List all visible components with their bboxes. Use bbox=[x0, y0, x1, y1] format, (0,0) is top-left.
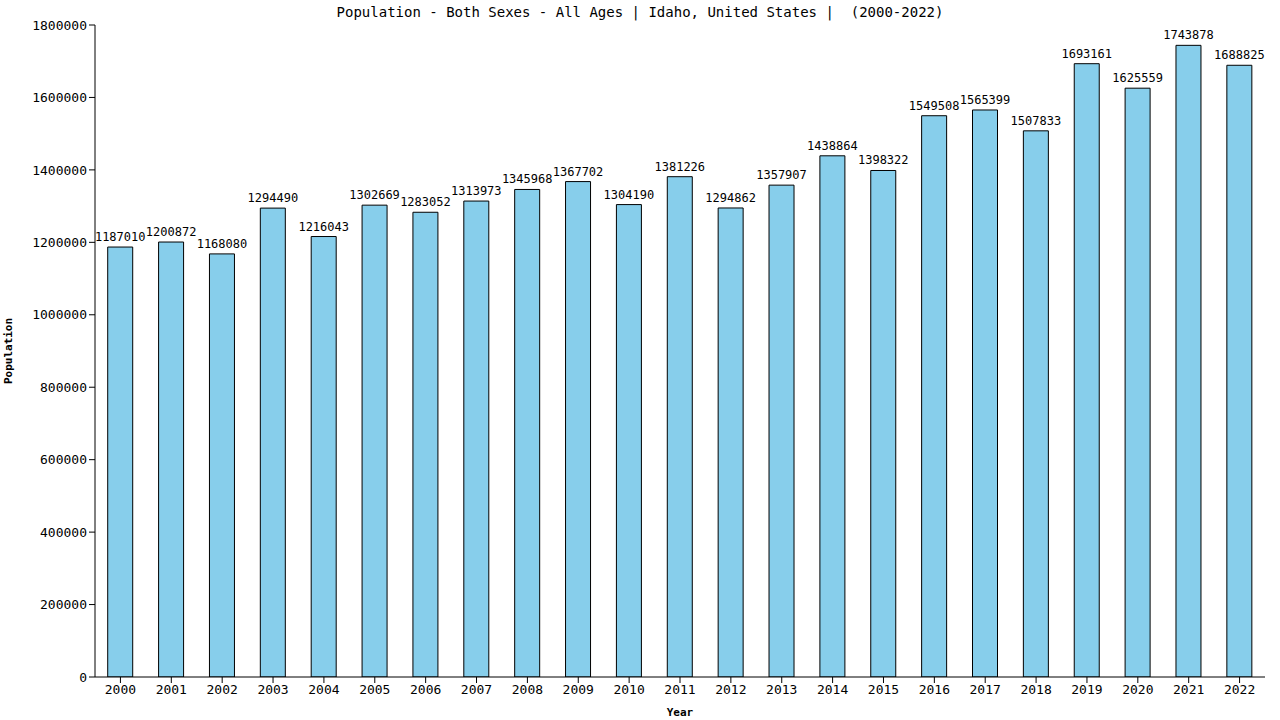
svg-text:2005: 2005 bbox=[359, 682, 390, 697]
svg-text:2013: 2013 bbox=[766, 682, 797, 697]
svg-text:1283052: 1283052 bbox=[400, 195, 451, 209]
svg-text:1200000: 1200000 bbox=[32, 235, 87, 250]
svg-text:2017: 2017 bbox=[970, 682, 1001, 697]
svg-text:2009: 2009 bbox=[563, 682, 594, 697]
svg-text:2014: 2014 bbox=[817, 682, 848, 697]
svg-text:Year: Year bbox=[667, 706, 694, 719]
svg-text:1367702: 1367702 bbox=[553, 165, 604, 179]
svg-text:1800000: 1800000 bbox=[32, 18, 87, 33]
svg-text:2007: 2007 bbox=[461, 682, 492, 697]
svg-text:800000: 800000 bbox=[40, 380, 87, 395]
svg-text:2002: 2002 bbox=[207, 682, 238, 697]
svg-text:2018: 2018 bbox=[1020, 682, 1051, 697]
svg-text:2022: 2022 bbox=[1224, 682, 1255, 697]
svg-text:1168080: 1168080 bbox=[197, 237, 248, 251]
svg-text:2010: 2010 bbox=[613, 682, 644, 697]
svg-text:1693161: 1693161 bbox=[1061, 47, 1112, 61]
svg-text:2006: 2006 bbox=[410, 682, 441, 697]
svg-text:1398322: 1398322 bbox=[858, 153, 909, 167]
svg-text:2008: 2008 bbox=[512, 682, 543, 697]
svg-text:1357907: 1357907 bbox=[756, 168, 807, 182]
svg-text:2003: 2003 bbox=[257, 682, 288, 697]
svg-text:2011: 2011 bbox=[664, 682, 695, 697]
svg-text:1200872: 1200872 bbox=[146, 225, 197, 239]
svg-text:2001: 2001 bbox=[156, 682, 187, 697]
svg-text:2016: 2016 bbox=[919, 682, 950, 697]
svg-text:1304190: 1304190 bbox=[604, 188, 655, 202]
svg-text:1688825: 1688825 bbox=[1214, 48, 1265, 62]
svg-text:Population: Population bbox=[8, 318, 15, 384]
svg-text:1600000: 1600000 bbox=[32, 90, 87, 105]
svg-text:1302669: 1302669 bbox=[349, 188, 400, 202]
svg-text:1400000: 1400000 bbox=[32, 163, 87, 178]
svg-text:1625559: 1625559 bbox=[1112, 71, 1163, 85]
svg-text:0: 0 bbox=[79, 670, 87, 685]
svg-text:2004: 2004 bbox=[308, 682, 339, 697]
html-text:Population - Both Sexes - All: Population - Both Sexes - All Ages | Ida… bbox=[336, 4, 944, 20]
svg-text:1743878: 1743878 bbox=[1163, 28, 1214, 42]
svg-text:2020: 2020 bbox=[1122, 682, 1153, 697]
svg-text:2012: 2012 bbox=[715, 682, 746, 697]
svg-text:1549508: 1549508 bbox=[909, 99, 960, 113]
svg-text:2019: 2019 bbox=[1071, 682, 1102, 697]
svg-text:600000: 600000 bbox=[40, 452, 87, 467]
svg-text:1438864: 1438864 bbox=[807, 139, 858, 153]
svg-text:2000: 2000 bbox=[105, 682, 136, 697]
svg-text:1313973: 1313973 bbox=[451, 184, 502, 198]
svg-text:400000: 400000 bbox=[40, 525, 87, 540]
svg-text:2021: 2021 bbox=[1173, 682, 1204, 697]
svg-text:1345968: 1345968 bbox=[502, 172, 553, 186]
svg-text:1507833: 1507833 bbox=[1011, 114, 1062, 128]
svg-text:2015: 2015 bbox=[868, 682, 899, 697]
svg-text:1565399: 1565399 bbox=[960, 93, 1011, 107]
svg-text:200000: 200000 bbox=[40, 597, 87, 612]
svg-text:1000000: 1000000 bbox=[32, 307, 87, 322]
svg-text:1294862: 1294862 bbox=[705, 191, 756, 205]
svg-text:1294490: 1294490 bbox=[248, 191, 299, 205]
svg-text:1187010: 1187010 bbox=[95, 230, 146, 244]
svg-text:1216043: 1216043 bbox=[298, 220, 349, 234]
svg-text:1381226: 1381226 bbox=[654, 160, 705, 174]
